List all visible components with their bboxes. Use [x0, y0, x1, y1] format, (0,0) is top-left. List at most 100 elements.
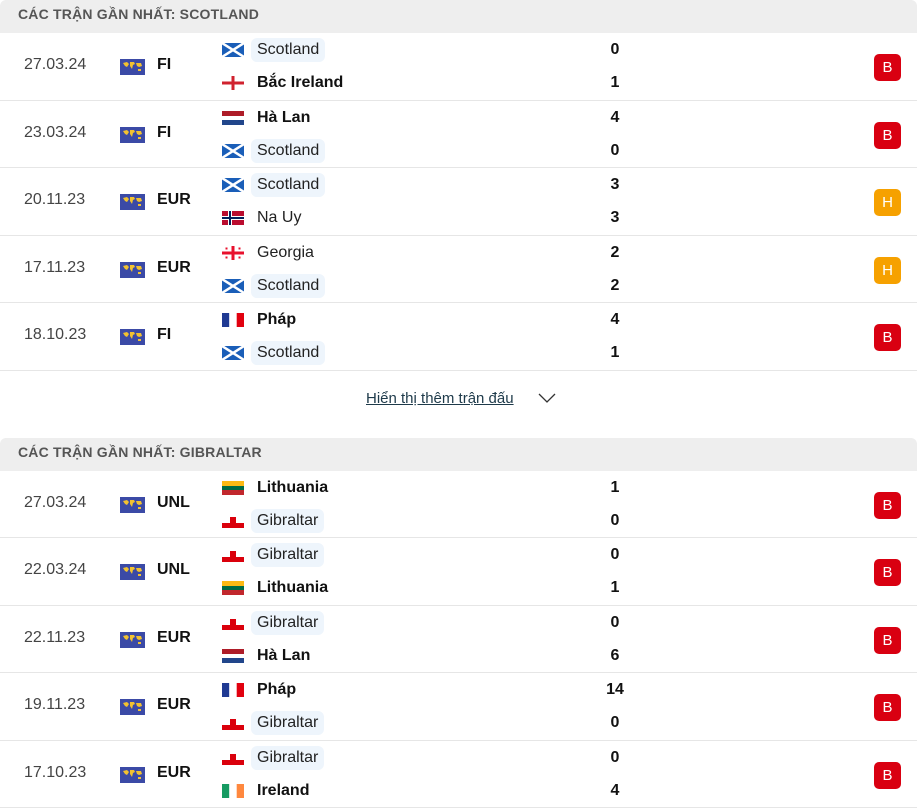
- competition-name: EUR: [157, 628, 191, 646]
- section-header: CÁC TRẬN GẦN NHẤT: SCOTLAND: [0, 0, 917, 33]
- home-team[interactable]: Gibraltar: [222, 745, 325, 771]
- home-team[interactable]: Scotland: [222, 37, 326, 63]
- competition-world-icon: [120, 126, 145, 143]
- away-team[interactable]: Hà Lan: [222, 643, 316, 669]
- team-name[interactable]: Scotland: [251, 138, 326, 163]
- match-row[interactable]: 17.10.23 EUR Gibraltar Ireland 0 4 B: [0, 741, 917, 808]
- home-team[interactable]: Gibraltar: [222, 610, 325, 636]
- scotland-flag-icon: [222, 278, 244, 293]
- home-score: 4: [610, 311, 620, 328]
- result-badge: B: [874, 559, 901, 586]
- team-name[interactable]: Gibraltar: [251, 711, 325, 735]
- team-name[interactable]: Na Uy: [257, 209, 302, 226]
- away-score: 0: [610, 141, 620, 159]
- home-team[interactable]: Pháp: [222, 307, 302, 333]
- away-team[interactable]: Scotland: [222, 273, 326, 299]
- team-name[interactable]: Lithuania: [257, 478, 329, 496]
- competition-world-icon: [120, 766, 145, 783]
- away-score: 4: [610, 781, 620, 799]
- match-date: 27.03.24: [24, 493, 87, 511]
- northern-ireland-flag-icon: [222, 76, 244, 90]
- home-score: 14: [606, 681, 624, 698]
- team-name[interactable]: Scotland: [251, 341, 326, 365]
- match-row[interactable]: 20.11.23 EUR Scotland Na Uy 3 3 H: [0, 168, 917, 236]
- france-flag-icon: [222, 313, 244, 327]
- team-name[interactable]: Bắc Ireland: [257, 74, 344, 91]
- match-date: 22.11.23: [24, 628, 86, 646]
- home-team[interactable]: Scotland: [222, 172, 326, 198]
- team-name[interactable]: Georgia: [257, 243, 314, 261]
- team-name[interactable]: Gibraltar: [251, 543, 325, 567]
- scotland-flag-icon: [222, 43, 244, 57]
- lithuania-flag-icon: [222, 581, 244, 595]
- team-name[interactable]: Gibraltar: [251, 508, 325, 533]
- gibraltar-flag-icon: [222, 513, 244, 528]
- away-score: 3: [610, 209, 620, 226]
- away-team[interactable]: Lithuania: [222, 575, 334, 601]
- match-date: 20.11.23: [24, 191, 86, 208]
- scotland-flag-icon: [222, 143, 244, 158]
- match-row[interactable]: 22.11.23 EUR Gibraltar Hà Lan 0 6 B: [0, 606, 917, 673]
- away-team[interactable]: Gibraltar: [222, 508, 325, 534]
- competition-name: EUR: [157, 763, 191, 781]
- result-badge: B: [874, 324, 901, 351]
- match-date: 27.03.24: [24, 56, 87, 73]
- georgia-flag-icon: [222, 245, 244, 260]
- away-score: 2: [610, 276, 620, 294]
- team-name[interactable]: Pháp: [257, 311, 297, 328]
- match-date: 18.10.23: [24, 326, 87, 343]
- home-team[interactable]: Georgia: [222, 240, 320, 266]
- show-more-link[interactable]: Hiển thị thêm trận đấu: [366, 389, 514, 407]
- home-score: 0: [610, 546, 620, 563]
- team-name[interactable]: Scotland: [251, 38, 326, 62]
- result-badge: H: [874, 256, 901, 284]
- team-name[interactable]: Ireland: [257, 781, 310, 799]
- away-team[interactable]: Scotland: [222, 138, 326, 164]
- france-flag-icon: [222, 683, 244, 697]
- team-name[interactable]: Hà Lan: [257, 646, 311, 664]
- away-team[interactable]: Na Uy: [222, 205, 307, 231]
- match-row[interactable]: 17.11.23 EUR Georgia Scotland 2 2 H: [0, 236, 917, 303]
- competition-name: EUR: [157, 191, 191, 208]
- lithuania-flag-icon: [222, 480, 244, 495]
- match-row[interactable]: 18.10.23 FI Pháp Scotland 4 1 B: [0, 303, 917, 371]
- match-date: 23.03.24: [24, 123, 87, 141]
- home-score: 4: [610, 108, 620, 126]
- team-name[interactable]: Lithuania: [257, 579, 329, 596]
- away-team[interactable]: Ireland: [222, 778, 315, 804]
- home-team[interactable]: Pháp: [222, 677, 302, 703]
- away-team[interactable]: Scotland: [222, 340, 326, 366]
- team-name[interactable]: Scotland: [251, 273, 326, 298]
- match-row[interactable]: 27.03.24 UNL Lithuania Gibraltar 1 0 B: [0, 471, 917, 538]
- away-team[interactable]: Gibraltar: [222, 710, 325, 736]
- away-score: 0: [610, 714, 620, 731]
- home-team[interactable]: Gibraltar: [222, 542, 325, 568]
- competition-world-icon: [120, 329, 145, 345]
- team-name[interactable]: Pháp: [257, 681, 297, 698]
- chevron-down-icon[interactable]: [538, 391, 556, 409]
- away-team[interactable]: Bắc Ireland: [222, 70, 349, 96]
- result-badge: B: [874, 491, 901, 519]
- norway-flag-icon: [222, 211, 244, 225]
- competition-world-icon: [120, 261, 145, 278]
- home-team[interactable]: Lithuania: [222, 475, 334, 501]
- home-score: 1: [610, 478, 620, 496]
- show-more: Hiển thị thêm trận đấu: [0, 371, 917, 438]
- home-score: 0: [610, 41, 620, 58]
- home-score: 0: [610, 613, 620, 631]
- team-name[interactable]: Hà Lan: [257, 108, 311, 126]
- match-row[interactable]: 27.03.24 FI Scotland Bắc Ireland 0 1 B: [0, 33, 917, 101]
- team-name[interactable]: Gibraltar: [251, 745, 325, 770]
- competition-name: FI: [157, 56, 172, 73]
- home-team[interactable]: Hà Lan: [222, 105, 316, 131]
- competition-name: EUR: [157, 258, 191, 276]
- match-row[interactable]: 22.03.24 UNL Gibraltar Lithuania 0 1 B: [0, 538, 917, 606]
- team-name[interactable]: Scotland: [251, 173, 326, 197]
- match-row[interactable]: 23.03.24 FI Hà Lan Scotland 4 0 B: [0, 101, 917, 168]
- team-name[interactable]: Gibraltar: [251, 610, 325, 635]
- away-score: 6: [610, 646, 620, 664]
- away-score: 1: [610, 74, 620, 91]
- match-row[interactable]: 19.11.23 EUR Pháp Gibraltar 14 0 B: [0, 673, 917, 741]
- away-score: 1: [610, 579, 620, 596]
